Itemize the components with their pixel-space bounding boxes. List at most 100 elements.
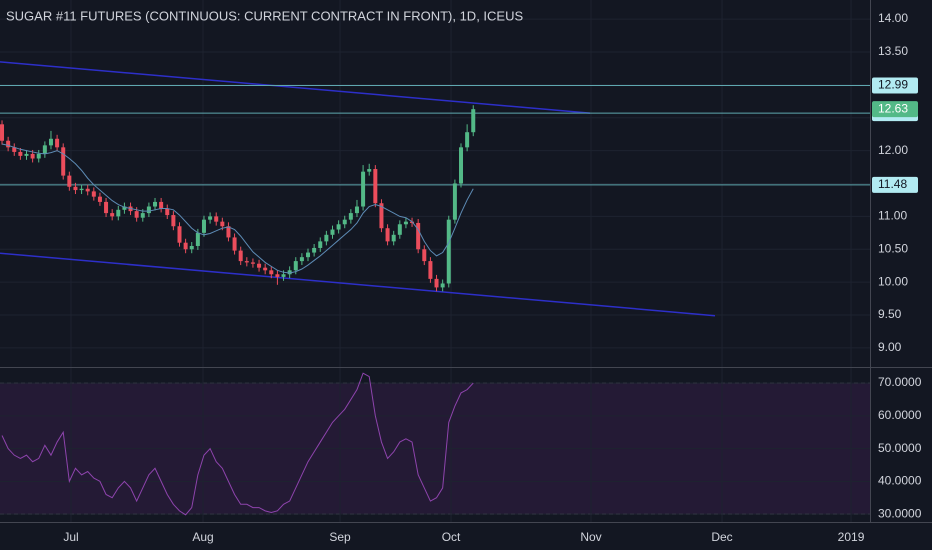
candle-body	[214, 216, 219, 222]
candle-body	[299, 257, 304, 262]
candle-body	[250, 262, 255, 264]
candle-body	[397, 224, 402, 235]
candle-body	[171, 215, 176, 227]
candle-body	[195, 232, 200, 246]
candle-body	[220, 221, 225, 227]
candle-body	[238, 250, 243, 262]
candle-body	[336, 224, 341, 230]
candle-body	[79, 188, 84, 191]
candle-body	[146, 206, 151, 214]
candle-body	[189, 245, 194, 250]
candle-body	[263, 267, 268, 271]
chart-title: SUGAR #11 FUTURES (CONTINUOUS: CURRENT C…	[6, 8, 523, 23]
candle-body	[201, 219, 206, 233]
candle-body	[281, 274, 286, 277]
candle-body	[275, 274, 280, 277]
y-tick-label: 10.00	[878, 274, 908, 288]
candle-body	[367, 169, 372, 172]
candle-body	[312, 247, 317, 253]
level-label: 11.48	[878, 177, 907, 191]
candle-body	[61, 147, 66, 176]
candle-body	[232, 237, 237, 251]
candle-body	[0, 124, 5, 141]
candle-body	[24, 153, 29, 156]
candle-body	[465, 132, 470, 148]
x-tick-label: Nov	[580, 530, 601, 544]
candle-body	[471, 109, 476, 133]
candle-body	[446, 219, 451, 284]
y-tick-label: 60.0000	[878, 408, 922, 422]
moving-average	[1, 143, 474, 274]
candle-body	[452, 183, 457, 220]
candle-body	[403, 221, 408, 225]
last-price-box	[872, 101, 918, 118]
trendline	[0, 252, 716, 317]
x-tick-label: Jul	[63, 530, 78, 544]
candle-body	[18, 151, 23, 156]
x-tick-label: Sep	[329, 530, 351, 544]
candle-body	[440, 283, 445, 288]
candle-body	[269, 270, 274, 275]
candle-body	[459, 147, 464, 184]
candle-body	[48, 138, 53, 146]
candle-body	[104, 201, 109, 214]
candle-body	[361, 171, 366, 207]
x-tick-label: Dec	[711, 530, 732, 544]
level-label-box	[872, 176, 918, 193]
candle-body	[348, 213, 353, 220]
candle-body	[208, 216, 213, 220]
y-tick-label: 30.0000	[878, 506, 922, 520]
candle-body	[373, 169, 378, 204]
x-tick-label: 2019	[838, 530, 865, 544]
candle-body	[159, 201, 164, 209]
candle-body	[165, 208, 170, 216]
y-tick-label: 11.00	[878, 209, 907, 223]
candle-body	[330, 229, 335, 235]
candle-body	[342, 219, 347, 225]
candle-body	[183, 242, 188, 250]
candle-body	[318, 241, 323, 248]
level-label-box	[872, 77, 918, 94]
candle-body	[55, 138, 60, 148]
y-tick-label: 12.00	[878, 143, 908, 157]
candle-body	[140, 213, 145, 218]
rsi-line	[1, 372, 474, 516]
candle-body	[287, 270, 292, 275]
candle-body	[379, 203, 384, 229]
candle-body	[30, 153, 35, 159]
candle-body	[91, 191, 96, 197]
candle-body	[134, 211, 139, 218]
candle-body	[416, 222, 421, 250]
y-tick-label: 10.50	[878, 241, 908, 255]
last-price-label: 12.63	[878, 101, 908, 115]
y-tick-label: 40.0000	[878, 474, 922, 488]
candle-body	[12, 147, 17, 152]
y-tick-label: 14.00	[878, 11, 908, 25]
candle-body	[116, 209, 121, 217]
x-tick-label: Oct	[442, 530, 461, 544]
candle-body	[6, 140, 11, 148]
candle-body	[67, 175, 72, 187]
candle-body	[73, 186, 78, 191]
candle-body	[354, 206, 359, 214]
trendline	[0, 61, 591, 114]
candle-body	[306, 252, 311, 258]
candle-body	[97, 196, 102, 202]
candle-body	[36, 153, 41, 159]
candle-body	[244, 261, 249, 263]
y-tick-label: 13.50	[878, 44, 908, 58]
candle-body	[434, 278, 439, 288]
candle-body	[110, 213, 115, 217]
candle-body	[122, 206, 127, 210]
y-tick-label: 70.0000	[878, 375, 922, 389]
candle-body	[85, 188, 90, 192]
candle-body	[153, 201, 158, 207]
candle-body	[422, 249, 427, 262]
candle-body	[324, 234, 329, 242]
y-tick-label: 50.0000	[878, 441, 922, 455]
candle-body	[428, 261, 433, 279]
y-tick-label: 9.00	[878, 340, 902, 354]
level-label: 12.99	[878, 78, 908, 92]
